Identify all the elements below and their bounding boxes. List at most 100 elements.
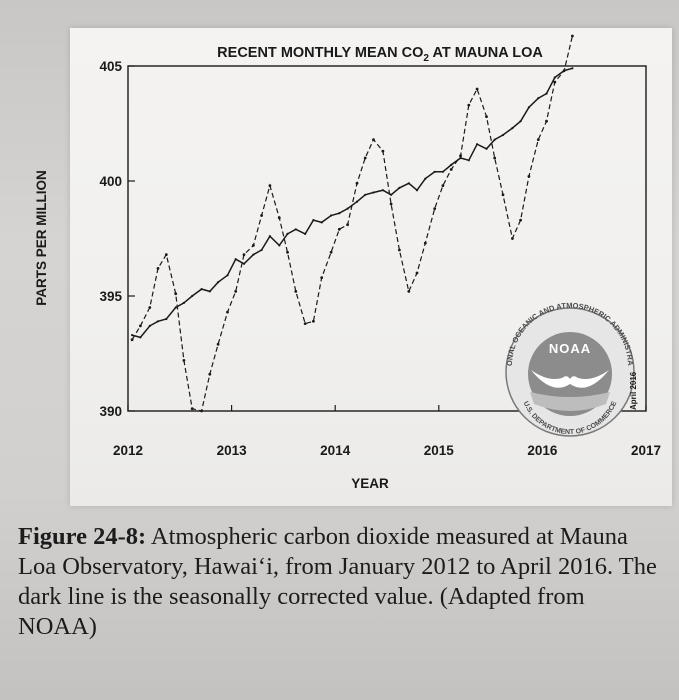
seasonally-corrected-point: [242, 262, 246, 265]
seasonally-corrected-point: [320, 221, 323, 224]
caption-text: Atmospheric carbon dioxide measured at M…: [18, 523, 657, 640]
monthly-mean-point: [493, 156, 497, 160]
monthly-mean-point: [407, 290, 411, 293]
noaa-logo-disc: [528, 332, 612, 416]
monthly-mean-point: [182, 359, 186, 362]
y-axis-ticks: 390 395 400 405: [99, 59, 135, 419]
co2-chart: RECENT MONTHLY MEAN CO2 AT MAUNA LOA 390…: [0, 0, 661, 491]
monthly-mean-point: [268, 184, 272, 188]
seasonally-corrected-point: [200, 288, 203, 291]
figure-caption: Figure 24-8: Atmospheric carbon dioxide …: [18, 522, 668, 642]
monthly-mean-point: [501, 193, 505, 197]
monthly-mean-point: [156, 267, 160, 270]
seasonally-corrected-point: [260, 248, 263, 252]
seasonally-corrected-point: [415, 189, 419, 192]
monthly-mean-point: [475, 87, 479, 91]
monthly-mean-point: [346, 223, 349, 227]
monthly-mean-point: [148, 306, 152, 309]
x-tick-label: 2014: [320, 443, 351, 458]
monthly-mean-point: [363, 156, 367, 160]
monthly-mean-point: [216, 342, 220, 346]
monthly-mean-point: [536, 138, 540, 142]
date-stamp: April 2016: [629, 371, 638, 410]
seasonally-corrected-point: [493, 138, 496, 141]
seasonally-corrected-point: [156, 320, 160, 323]
monthly-mean-line: [131, 35, 573, 412]
y-axis-label: PARTS PER MILLION: [34, 170, 49, 306]
seasonally-corrected-point: [398, 186, 401, 189]
plot-frame: [127, 65, 647, 412]
monthly-mean-point: [294, 290, 298, 293]
seasonally-corrected-point: [252, 253, 255, 256]
seasonally-corrected-point: [304, 232, 307, 235]
seasonally-corrected-line: [131, 67, 573, 339]
seasonally-corrected-point: [355, 200, 359, 203]
seasonally-corrected-point: [346, 207, 349, 210]
monthly-mean-point: [286, 250, 289, 254]
monthly-mean-point: [337, 227, 341, 231]
noaa-ocean-wave: [530, 392, 610, 411]
x-tick-label: 2016: [527, 443, 558, 458]
seasonally-corrected-point: [278, 244, 281, 247]
seasonally-corrected-point: [519, 120, 522, 123]
monthly-mean-point: [485, 115, 488, 118]
monthly-mean-point: [372, 138, 375, 142]
seasonally-corrected-point: [364, 193, 367, 196]
seasonally-corrected-point: [424, 177, 427, 180]
seasonally-corrected-point: [485, 147, 488, 150]
monthly-mean-point: [449, 168, 453, 171]
monthly-mean-point: [553, 80, 557, 84]
seasonally-corrected-point: [372, 191, 375, 194]
seasonally-corrected-point: [381, 189, 384, 192]
monthly-mean-point: [415, 271, 419, 275]
monthly-mean-point: [355, 181, 359, 185]
monthly-mean-point: [389, 202, 393, 206]
y-tick-label: 395: [99, 289, 122, 304]
monthly-mean-point: [398, 248, 401, 252]
monthly-mean-point: [234, 290, 238, 293]
monthly-mean-point: [312, 319, 315, 323]
seasonally-corrected-point: [338, 212, 341, 215]
monthly-mean-point: [329, 250, 333, 254]
caption-label: Figure 24-8:: [18, 523, 147, 550]
seasonally-corrected-point: [467, 159, 470, 162]
seasonally-corrected-point: [234, 258, 237, 261]
x-tick-label: 2015: [424, 443, 455, 458]
monthly-mean-point: [433, 207, 437, 211]
x-axis-ticks: 2012 2013 2014 2015 2016 2017: [113, 405, 661, 458]
seasonally-corrected-point: [571, 67, 574, 70]
monthly-mean-point: [226, 310, 229, 314]
seasonally-corrected-point: [511, 127, 514, 130]
seasonally-corrected-point: [148, 324, 151, 327]
seasonally-corrected-point: [563, 69, 566, 72]
x-tick-label: 2013: [217, 443, 248, 458]
seasonally-corrected-point: [527, 106, 531, 109]
monthly-mean-point: [130, 338, 134, 342]
monthly-mean-point: [519, 218, 522, 222]
monthly-mean-point: [174, 292, 178, 296]
noaa-bird-icon: [531, 370, 609, 388]
seasonally-corrected-point: [174, 306, 177, 309]
monthly-mean-point: [190, 407, 194, 411]
seasonally-corrected-point: [390, 193, 393, 196]
seasonally-corrected-point: [433, 170, 436, 173]
monthly-mean-point: [200, 409, 204, 413]
monthly-mean-point: [164, 253, 168, 256]
monthly-mean-point: [423, 241, 427, 245]
monthly-mean-point: [208, 372, 212, 376]
monthly-mean-point: [571, 34, 574, 38]
monthly-mean-point: [320, 276, 324, 279]
monthly-mean-point: [277, 216, 281, 220]
seasonally-corrected-point: [208, 290, 211, 293]
seasonally-corrected-point: [407, 182, 410, 185]
seasonally-corrected-point: [165, 317, 168, 321]
seasonally-corrected-point: [441, 170, 444, 173]
seasonally-corrected-point: [459, 156, 462, 160]
seasonally-corrected-point: [545, 92, 548, 95]
seasonally-corrected-point: [553, 76, 556, 79]
seasonally-corrected-point: [217, 281, 220, 284]
monthly-mean-point: [467, 103, 471, 107]
seasonally-corrected-point: [226, 274, 229, 277]
seasonally-corrected-point: [476, 143, 479, 146]
